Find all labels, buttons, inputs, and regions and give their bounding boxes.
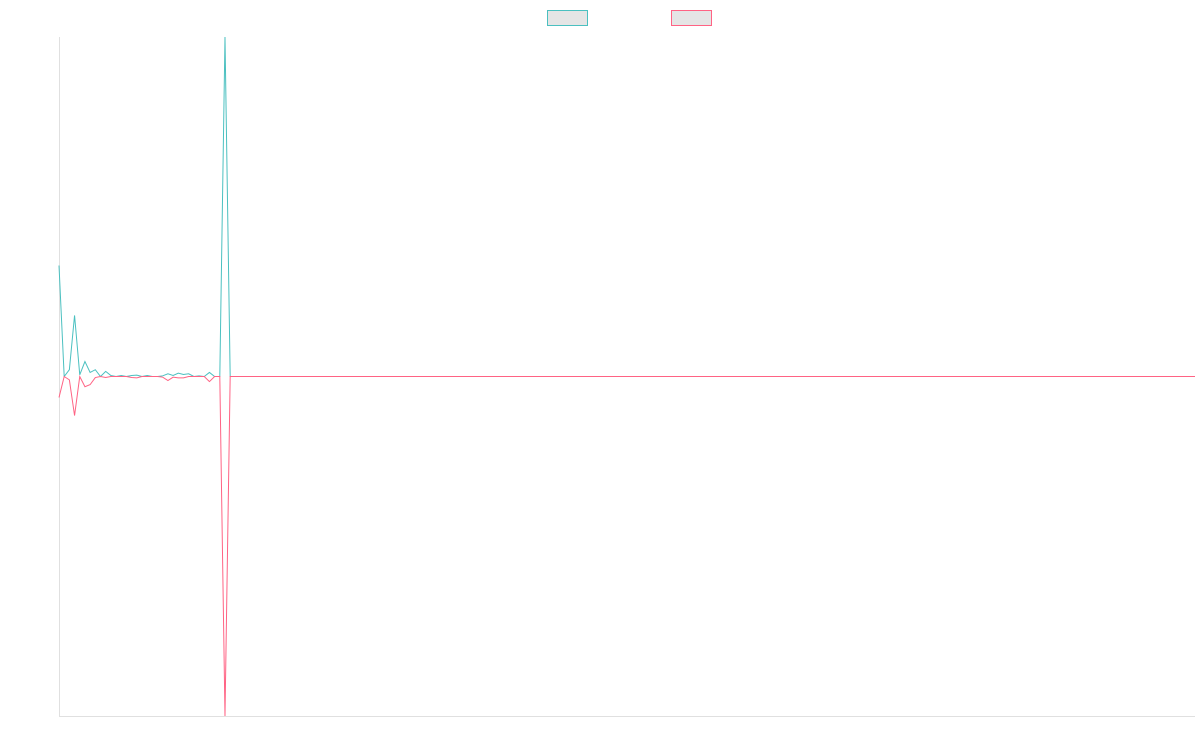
legend-swatch [547, 10, 588, 26]
line-series [58, 36, 1195, 378]
legend-swatch [671, 10, 712, 26]
line-series [58, 374, 1195, 717]
